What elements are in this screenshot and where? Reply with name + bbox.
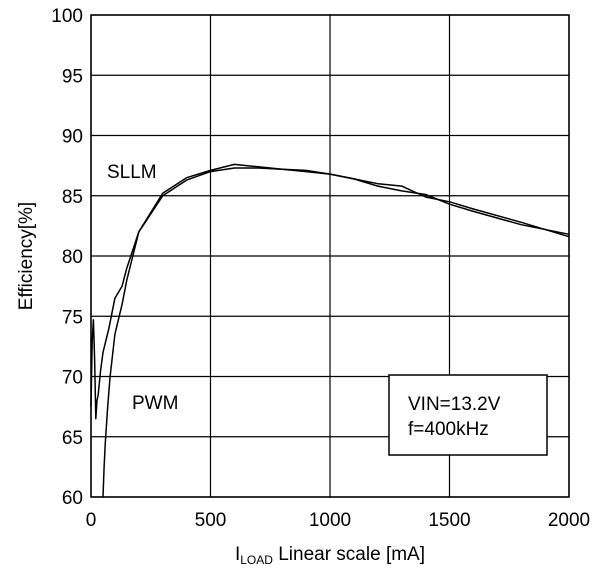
- y-tick-label: 90: [62, 127, 83, 148]
- sllm-annotation: SLLM: [107, 162, 157, 183]
- x-axis-label-main: I: [235, 544, 240, 565]
- y-tick-label: 65: [62, 428, 83, 449]
- y-tick-label: 60: [62, 488, 83, 509]
- x-tick-label: 2000: [548, 510, 590, 531]
- x-axis-label-sub: LOAD: [240, 553, 273, 567]
- condition-box: [388, 374, 548, 456]
- x-tick-labels: 0 500 1000 1500 2000: [86, 510, 590, 531]
- x-axis-label-rest: Linear scale [mA]: [273, 544, 425, 565]
- plot-frame: [90, 14, 570, 498]
- series-group: [90, 163, 570, 498]
- x-tick-label: 500: [195, 510, 227, 531]
- x-tick-label: 0: [86, 510, 97, 531]
- y-tick-labels: 60 65 70 75 80 85 90 95 100: [51, 6, 83, 509]
- y-axis-label: Efficiency[%]: [16, 202, 37, 310]
- y-tick-label: 85: [62, 187, 83, 208]
- y-tick-label: 75: [62, 307, 83, 328]
- condition-vin: VIN=13.2V: [408, 394, 501, 415]
- y-tick-label: 100: [51, 6, 83, 27]
- y-tick-label: 80: [62, 247, 83, 268]
- series-line-pwm: [102, 167, 570, 498]
- condition-freq: f=400kHz: [408, 419, 489, 440]
- y-tick-label: 70: [62, 368, 83, 389]
- y-tick-label: 95: [62, 66, 83, 87]
- x-tick-label: 1000: [309, 510, 351, 531]
- pwm-annotation: PWM: [132, 393, 178, 414]
- x-tick-label: 1500: [428, 510, 470, 531]
- x-axis-label: ILOAD Linear scale [mA]: [235, 544, 425, 567]
- series-line-sllm: [90, 163, 570, 420]
